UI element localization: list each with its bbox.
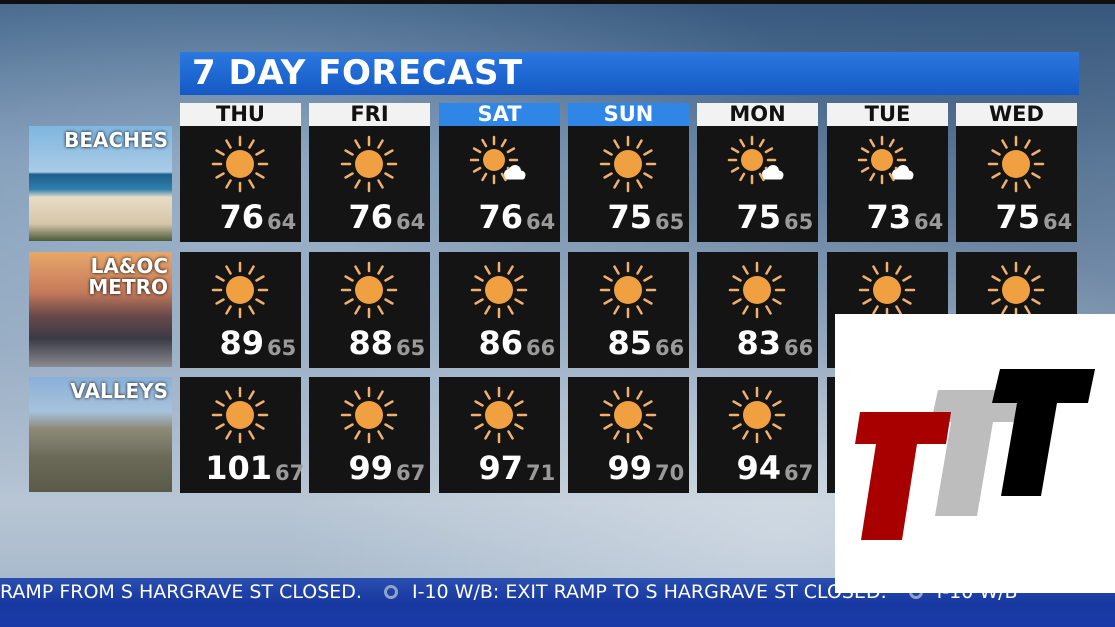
- sun-icon: [469, 260, 529, 320]
- forecast-cell: 76 64: [180, 126, 301, 242]
- sun-icon: [727, 385, 787, 445]
- forecast-cell: 75 65: [697, 126, 818, 242]
- day-column-mon: MON 75 65 83 66 94 67: [697, 103, 818, 493]
- ttt-logo-overlay: [835, 314, 1115, 593]
- day-header: WED: [956, 103, 1077, 126]
- sun-icon: [210, 385, 270, 445]
- forecast-title: 7 DAY FORECAST: [180, 52, 1079, 95]
- sun-icon: [986, 260, 1046, 320]
- region-metro: LA&OC METRO: [29, 252, 172, 367]
- region-label: VALLEYS: [70, 379, 168, 403]
- day-header: SUN: [568, 103, 689, 126]
- sun-icon: [339, 385, 399, 445]
- day-column-thu: THU 76 64 89 65 101 67: [180, 103, 304, 493]
- sun-icon: [339, 260, 399, 320]
- low-temp: 65: [655, 210, 685, 234]
- sun-icon: [598, 134, 658, 194]
- high-temp: 76: [219, 198, 264, 236]
- high-temp: 99: [607, 449, 652, 487]
- sun-icon: [598, 385, 658, 445]
- low-temp: 64: [914, 210, 944, 234]
- high-temp: 73: [866, 198, 911, 236]
- sun-icon: [469, 385, 529, 445]
- day-column-tue: TUE 73 64: [827, 103, 948, 493]
- logo-t-red: [855, 412, 951, 540]
- high-temp: 99: [348, 449, 393, 487]
- forecast-cell: 73 64: [827, 126, 948, 242]
- sun-icon: [857, 260, 917, 320]
- forecast-cell: 89 65: [180, 252, 301, 368]
- region-label: LA&OC METRO: [88, 254, 168, 299]
- low-temp: 64: [1043, 210, 1073, 234]
- high-temp: 85: [607, 324, 652, 362]
- sun-icon: [598, 260, 658, 320]
- forecast-cell: 94 67: [697, 377, 818, 493]
- high-temp: 86: [478, 324, 523, 362]
- forecast-cell: 101 67: [180, 377, 305, 493]
- forecast-cell: 99 70: [568, 377, 689, 493]
- ticker-segment: I-10 W/B: EXIT RAMP TO S HARGRAVE ST CLO…: [411, 581, 887, 603]
- high-temp: 88: [348, 324, 393, 362]
- forecast-cell: 99 67: [309, 377, 430, 493]
- day-header: THU: [180, 103, 301, 126]
- high-temp: 97: [478, 449, 523, 487]
- forecast-cell: 86 66: [439, 252, 560, 368]
- forecast-cell: 97 71: [439, 377, 560, 493]
- sun-icon: [339, 134, 399, 194]
- low-temp: 64: [267, 210, 297, 234]
- sun-icon: [210, 134, 270, 194]
- sun-icon: [210, 260, 270, 320]
- low-temp: 66: [655, 336, 685, 360]
- high-temp: 83: [736, 324, 781, 362]
- forecast-cell: 88 65: [309, 252, 430, 368]
- partly-cloudy-icon: [857, 134, 917, 194]
- forecast-cell: 85 66: [568, 252, 689, 368]
- low-temp: 66: [784, 336, 814, 360]
- low-temp: 65: [396, 336, 426, 360]
- high-temp: 101: [205, 449, 272, 487]
- low-temp: 65: [784, 210, 814, 234]
- low-temp: 64: [396, 210, 426, 234]
- logo-t-black: [992, 369, 1095, 496]
- partly-cloudy-icon: [469, 134, 529, 194]
- day-column-sun: SUN 75 65 85 66 99 70: [568, 103, 689, 493]
- low-temp: 70: [655, 461, 685, 485]
- day-column-fri: FRI 76 64 88 65 99 67: [309, 103, 430, 493]
- sun-icon: [986, 134, 1046, 194]
- region-label: BEACHES: [64, 128, 168, 152]
- partly-cloudy-icon: [727, 134, 787, 194]
- ticker-segment: RAMP FROM S HARGRAVE ST CLOSED.: [0, 581, 362, 603]
- high-temp: 94: [736, 449, 781, 487]
- forecast-cell: 75 64: [956, 126, 1077, 242]
- sun-icon: [727, 260, 787, 320]
- low-temp: 67: [396, 461, 426, 485]
- day-column-wed: WED 75 64: [956, 103, 1077, 493]
- forecast-cell: 83 66: [697, 252, 818, 368]
- region-beaches: BEACHES: [29, 126, 172, 241]
- day-header: TUE: [827, 103, 948, 126]
- low-temp: 66: [526, 336, 556, 360]
- logo-t-gray: [931, 390, 1025, 516]
- day-column-sat: SAT 76 64 86 66 97 71: [439, 103, 560, 493]
- high-temp: 75: [995, 198, 1040, 236]
- low-temp: 67: [784, 461, 814, 485]
- low-temp: 65: [267, 336, 297, 360]
- network-eye-icon: [383, 585, 398, 599]
- forecast-cell: 76 64: [439, 126, 560, 242]
- low-temp: 71: [526, 461, 556, 485]
- high-temp: 75: [607, 198, 652, 236]
- forecast-cell: 76 64: [309, 126, 430, 242]
- day-header: SAT: [439, 103, 560, 126]
- high-temp: 76: [478, 198, 523, 236]
- high-temp: 76: [348, 198, 393, 236]
- region-valleys: VALLEYS: [29, 377, 172, 492]
- day-header: FRI: [309, 103, 430, 126]
- low-temp: 67: [275, 461, 305, 485]
- forecast-cell: 75 65: [568, 126, 689, 242]
- high-temp: 89: [219, 324, 264, 362]
- low-temp: 64: [526, 210, 556, 234]
- high-temp: 75: [736, 198, 781, 236]
- day-header: MON: [697, 103, 818, 126]
